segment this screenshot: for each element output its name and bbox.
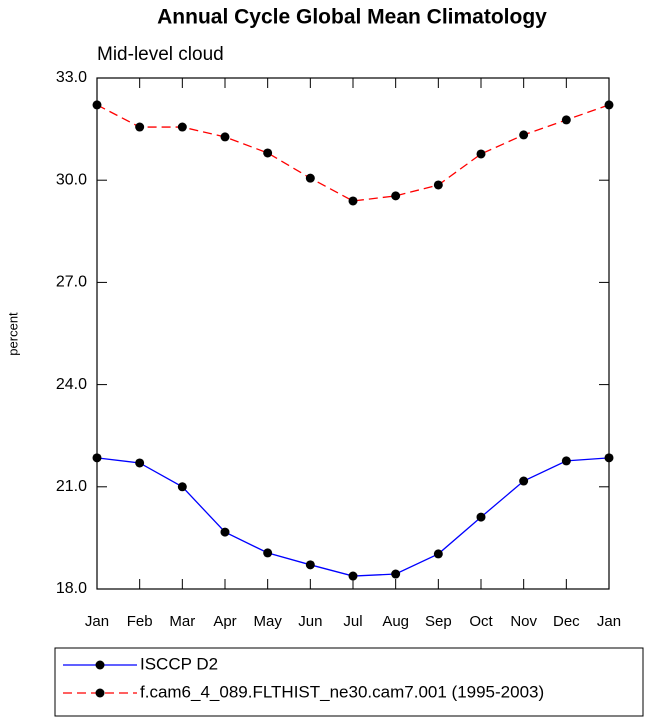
y-tick-label: 21.0 <box>56 478 87 495</box>
x-tick-label: Aug <box>382 613 409 630</box>
legend-marker <box>95 688 105 698</box>
data-point <box>519 476 529 486</box>
x-tick-label: Jul <box>343 613 362 630</box>
x-tick-label: Jun <box>298 613 322 630</box>
data-point <box>433 549 443 559</box>
data-point <box>263 548 273 558</box>
y-tick-label: 27.0 <box>56 274 87 291</box>
data-point <box>177 482 187 492</box>
data-point <box>220 132 230 142</box>
data-point <box>263 148 273 158</box>
data-point <box>92 453 102 463</box>
data-point <box>476 512 486 522</box>
data-point <box>519 130 529 140</box>
data-point <box>92 100 102 110</box>
data-point <box>476 149 486 159</box>
x-tick-label: Feb <box>127 613 153 630</box>
data-point <box>561 115 571 125</box>
data-point <box>135 122 145 132</box>
subtitle: Mid-level cloud <box>97 44 224 65</box>
x-tick-label: Oct <box>469 613 493 630</box>
data-point <box>135 458 145 468</box>
plot-frame <box>96 77 610 590</box>
x-tick-label: Dec <box>553 613 580 630</box>
data-point <box>177 122 187 132</box>
data-point <box>348 571 358 581</box>
x-tick-label: Jan <box>85 613 109 630</box>
y-tick-label: 18.0 <box>56 580 87 597</box>
data-point <box>391 191 401 201</box>
x-tick-label: Jan <box>597 613 621 630</box>
data-point <box>220 527 230 537</box>
x-tick-label: May <box>253 613 282 630</box>
data-point <box>305 173 315 183</box>
legend-marker <box>95 660 105 670</box>
data-point <box>604 100 614 110</box>
x-tick-label: Sep <box>425 613 452 630</box>
data-point <box>433 180 443 190</box>
data-point <box>305 560 315 570</box>
legend-label: f.cam6_4_089.FLTHIST_ne30.cam7.001 (1995… <box>140 682 544 701</box>
legend-label: ISCCP D2 <box>140 654 218 673</box>
chart-title: Annual Cycle Global Mean Climatology <box>157 6 547 29</box>
data-point <box>604 453 614 463</box>
data-point <box>561 456 571 466</box>
y-axis-label: percent <box>5 312 20 356</box>
series-line <box>96 457 610 577</box>
x-tick-label: Apr <box>213 613 236 630</box>
x-tick-label: Mar <box>169 613 195 630</box>
data-point <box>348 196 358 206</box>
y-tick-label: 30.0 <box>56 171 87 188</box>
y-tick-label: 33.0 <box>56 69 87 86</box>
y-tick-label: 24.0 <box>56 376 87 393</box>
data-point <box>391 569 401 579</box>
series-line <box>96 104 610 202</box>
x-tick-label: Nov <box>510 613 537 630</box>
legend-box <box>54 647 644 717</box>
